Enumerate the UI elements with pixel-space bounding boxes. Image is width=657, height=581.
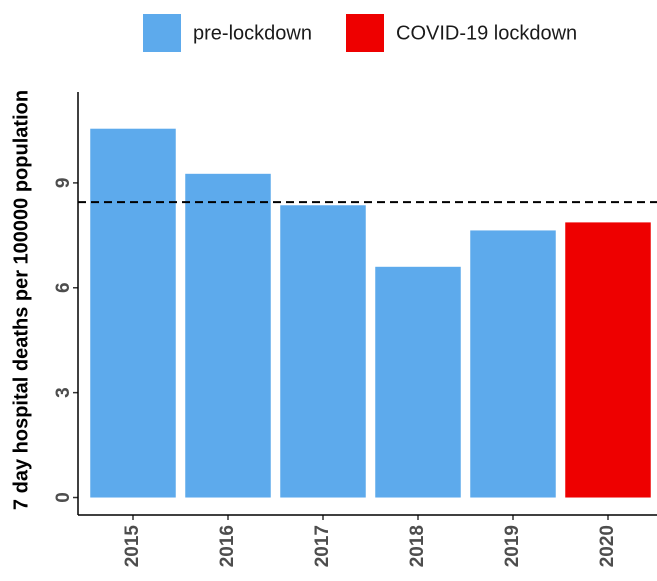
legend-label: COVID-19 lockdown bbox=[396, 22, 577, 44]
bar bbox=[280, 205, 366, 498]
bar bbox=[185, 173, 271, 498]
y-tick-label: 3 bbox=[53, 387, 74, 398]
bar bbox=[90, 128, 176, 498]
x-tick-label: 2020 bbox=[597, 525, 618, 567]
legend-label: pre-lockdown bbox=[193, 22, 312, 44]
x-tick-label: 2018 bbox=[407, 525, 428, 567]
y-tick-label: 6 bbox=[53, 282, 74, 293]
bar bbox=[375, 266, 461, 498]
y-tick-label: 9 bbox=[53, 178, 74, 189]
x-tick-label: 2017 bbox=[312, 525, 333, 567]
y-axis-label: 7 day hospital deaths per 100000 populat… bbox=[10, 90, 32, 510]
bar bbox=[470, 230, 556, 498]
x-tick-label: 2016 bbox=[217, 525, 238, 567]
legend-swatch bbox=[346, 14, 384, 52]
bar bbox=[565, 222, 651, 498]
y-tick-label: 0 bbox=[53, 492, 74, 503]
x-tick-label: 2019 bbox=[502, 525, 523, 567]
x-tick-label: 2015 bbox=[122, 525, 143, 568]
legend-swatch bbox=[143, 14, 181, 52]
